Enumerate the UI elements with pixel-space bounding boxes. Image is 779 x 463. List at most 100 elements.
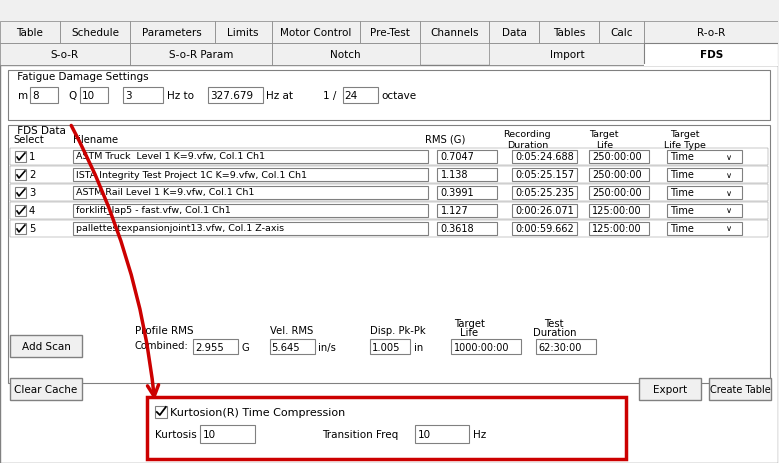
FancyBboxPatch shape — [123, 88, 163, 104]
FancyBboxPatch shape — [438, 205, 498, 218]
Text: G: G — [241, 342, 249, 352]
FancyBboxPatch shape — [438, 169, 498, 181]
Text: 0:00:59.662: 0:00:59.662 — [516, 224, 574, 233]
FancyBboxPatch shape — [0, 22, 60, 44]
Text: Kurtosis: Kurtosis — [155, 429, 197, 439]
Text: 1.138: 1.138 — [440, 169, 468, 180]
FancyBboxPatch shape — [589, 187, 649, 200]
FancyBboxPatch shape — [130, 22, 215, 44]
Text: ∨: ∨ — [726, 188, 732, 197]
Text: 62:30:00: 62:30:00 — [538, 342, 582, 352]
Text: 10: 10 — [82, 91, 95, 101]
FancyBboxPatch shape — [155, 406, 167, 418]
Text: Tables: Tables — [553, 28, 586, 38]
FancyBboxPatch shape — [146, 397, 626, 459]
FancyBboxPatch shape — [215, 22, 272, 44]
Text: Select: Select — [13, 135, 44, 144]
Text: in: in — [414, 342, 423, 352]
Text: 1: 1 — [29, 152, 35, 162]
Text: Hz to: Hz to — [167, 91, 194, 101]
Text: Notch: Notch — [330, 50, 361, 60]
Text: ISTA Integrity Test Project 1C K=9.vfw, Col.1 Ch1: ISTA Integrity Test Project 1C K=9.vfw, … — [76, 170, 307, 179]
FancyBboxPatch shape — [10, 220, 768, 238]
FancyBboxPatch shape — [537, 339, 596, 354]
FancyBboxPatch shape — [589, 169, 649, 181]
Text: Profile RMS: Profile RMS — [136, 325, 194, 335]
FancyBboxPatch shape — [644, 22, 778, 44]
FancyBboxPatch shape — [489, 44, 644, 66]
Text: ∨: ∨ — [726, 224, 732, 233]
FancyBboxPatch shape — [667, 169, 742, 181]
FancyBboxPatch shape — [513, 169, 577, 181]
Text: 0:05:25.235: 0:05:25.235 — [516, 188, 574, 198]
FancyBboxPatch shape — [130, 44, 272, 66]
FancyBboxPatch shape — [369, 339, 410, 354]
Text: 0:00:26.071: 0:00:26.071 — [516, 206, 574, 216]
FancyBboxPatch shape — [513, 205, 577, 218]
FancyBboxPatch shape — [73, 205, 428, 218]
Text: Combined:: Combined: — [135, 340, 189, 350]
FancyBboxPatch shape — [539, 22, 599, 44]
Text: 1000:00:00: 1000:00:00 — [453, 342, 509, 352]
Text: Life: Life — [460, 327, 478, 337]
Text: 8: 8 — [32, 91, 39, 101]
Text: R-o-R: R-o-R — [697, 28, 725, 38]
Text: pallettestexpansionjoint13.vfw, Col.1 Z-axis: pallettestexpansionjoint13.vfw, Col.1 Z-… — [76, 224, 284, 233]
Text: Export: Export — [653, 384, 687, 394]
Text: Fatigue Damage Settings: Fatigue Damage Settings — [14, 72, 152, 82]
Text: Duration: Duration — [533, 327, 576, 337]
Text: Clear Cache: Clear Cache — [14, 384, 78, 394]
FancyBboxPatch shape — [640, 378, 701, 400]
Text: 125:00:00: 125:00:00 — [592, 224, 642, 233]
FancyBboxPatch shape — [10, 378, 82, 400]
FancyBboxPatch shape — [10, 167, 768, 184]
Text: 250:00:00: 250:00:00 — [592, 188, 642, 198]
FancyBboxPatch shape — [60, 22, 130, 44]
Text: 3: 3 — [29, 188, 35, 198]
FancyBboxPatch shape — [30, 88, 58, 104]
FancyBboxPatch shape — [0, 44, 130, 66]
Text: Pre-Test: Pre-Test — [369, 28, 410, 38]
Text: Target
Life Type: Target Life Type — [664, 130, 706, 150]
Text: 24: 24 — [344, 91, 358, 101]
FancyBboxPatch shape — [0, 66, 778, 463]
Text: 10: 10 — [203, 429, 216, 439]
Text: 250:00:00: 250:00:00 — [592, 169, 642, 180]
Text: Hz: Hz — [474, 429, 487, 439]
Text: Hz at: Hz at — [266, 91, 293, 101]
FancyBboxPatch shape — [199, 425, 255, 443]
FancyBboxPatch shape — [709, 378, 771, 400]
Text: FDS: FDS — [700, 50, 723, 60]
FancyBboxPatch shape — [270, 339, 315, 354]
FancyBboxPatch shape — [10, 149, 768, 166]
Text: Parameters: Parameters — [143, 28, 203, 38]
Text: 0.3618: 0.3618 — [440, 224, 474, 233]
FancyBboxPatch shape — [667, 223, 742, 236]
FancyBboxPatch shape — [272, 22, 360, 44]
Text: RMS (G): RMS (G) — [425, 135, 466, 144]
Text: 0:05:24.688: 0:05:24.688 — [516, 152, 574, 162]
Text: Limits: Limits — [227, 28, 259, 38]
FancyBboxPatch shape — [8, 71, 770, 121]
Text: 327.679: 327.679 — [210, 91, 253, 101]
Text: 2.955: 2.955 — [195, 342, 224, 352]
Text: in/s: in/s — [318, 342, 336, 352]
FancyBboxPatch shape — [192, 339, 238, 354]
Text: 2: 2 — [29, 169, 35, 180]
FancyBboxPatch shape — [667, 150, 742, 163]
Text: Test: Test — [545, 319, 564, 328]
Text: 3: 3 — [125, 91, 132, 101]
FancyBboxPatch shape — [343, 88, 378, 104]
FancyBboxPatch shape — [513, 223, 577, 236]
FancyBboxPatch shape — [667, 205, 742, 218]
Text: Time: Time — [670, 152, 694, 162]
Text: Create Table: Create Table — [710, 384, 770, 394]
FancyBboxPatch shape — [73, 223, 428, 236]
FancyBboxPatch shape — [452, 339, 521, 354]
Text: octave: octave — [382, 91, 417, 101]
FancyBboxPatch shape — [73, 169, 428, 181]
FancyBboxPatch shape — [420, 22, 489, 44]
FancyBboxPatch shape — [644, 44, 778, 66]
FancyBboxPatch shape — [667, 187, 742, 200]
Text: 250:00:00: 250:00:00 — [592, 152, 642, 162]
